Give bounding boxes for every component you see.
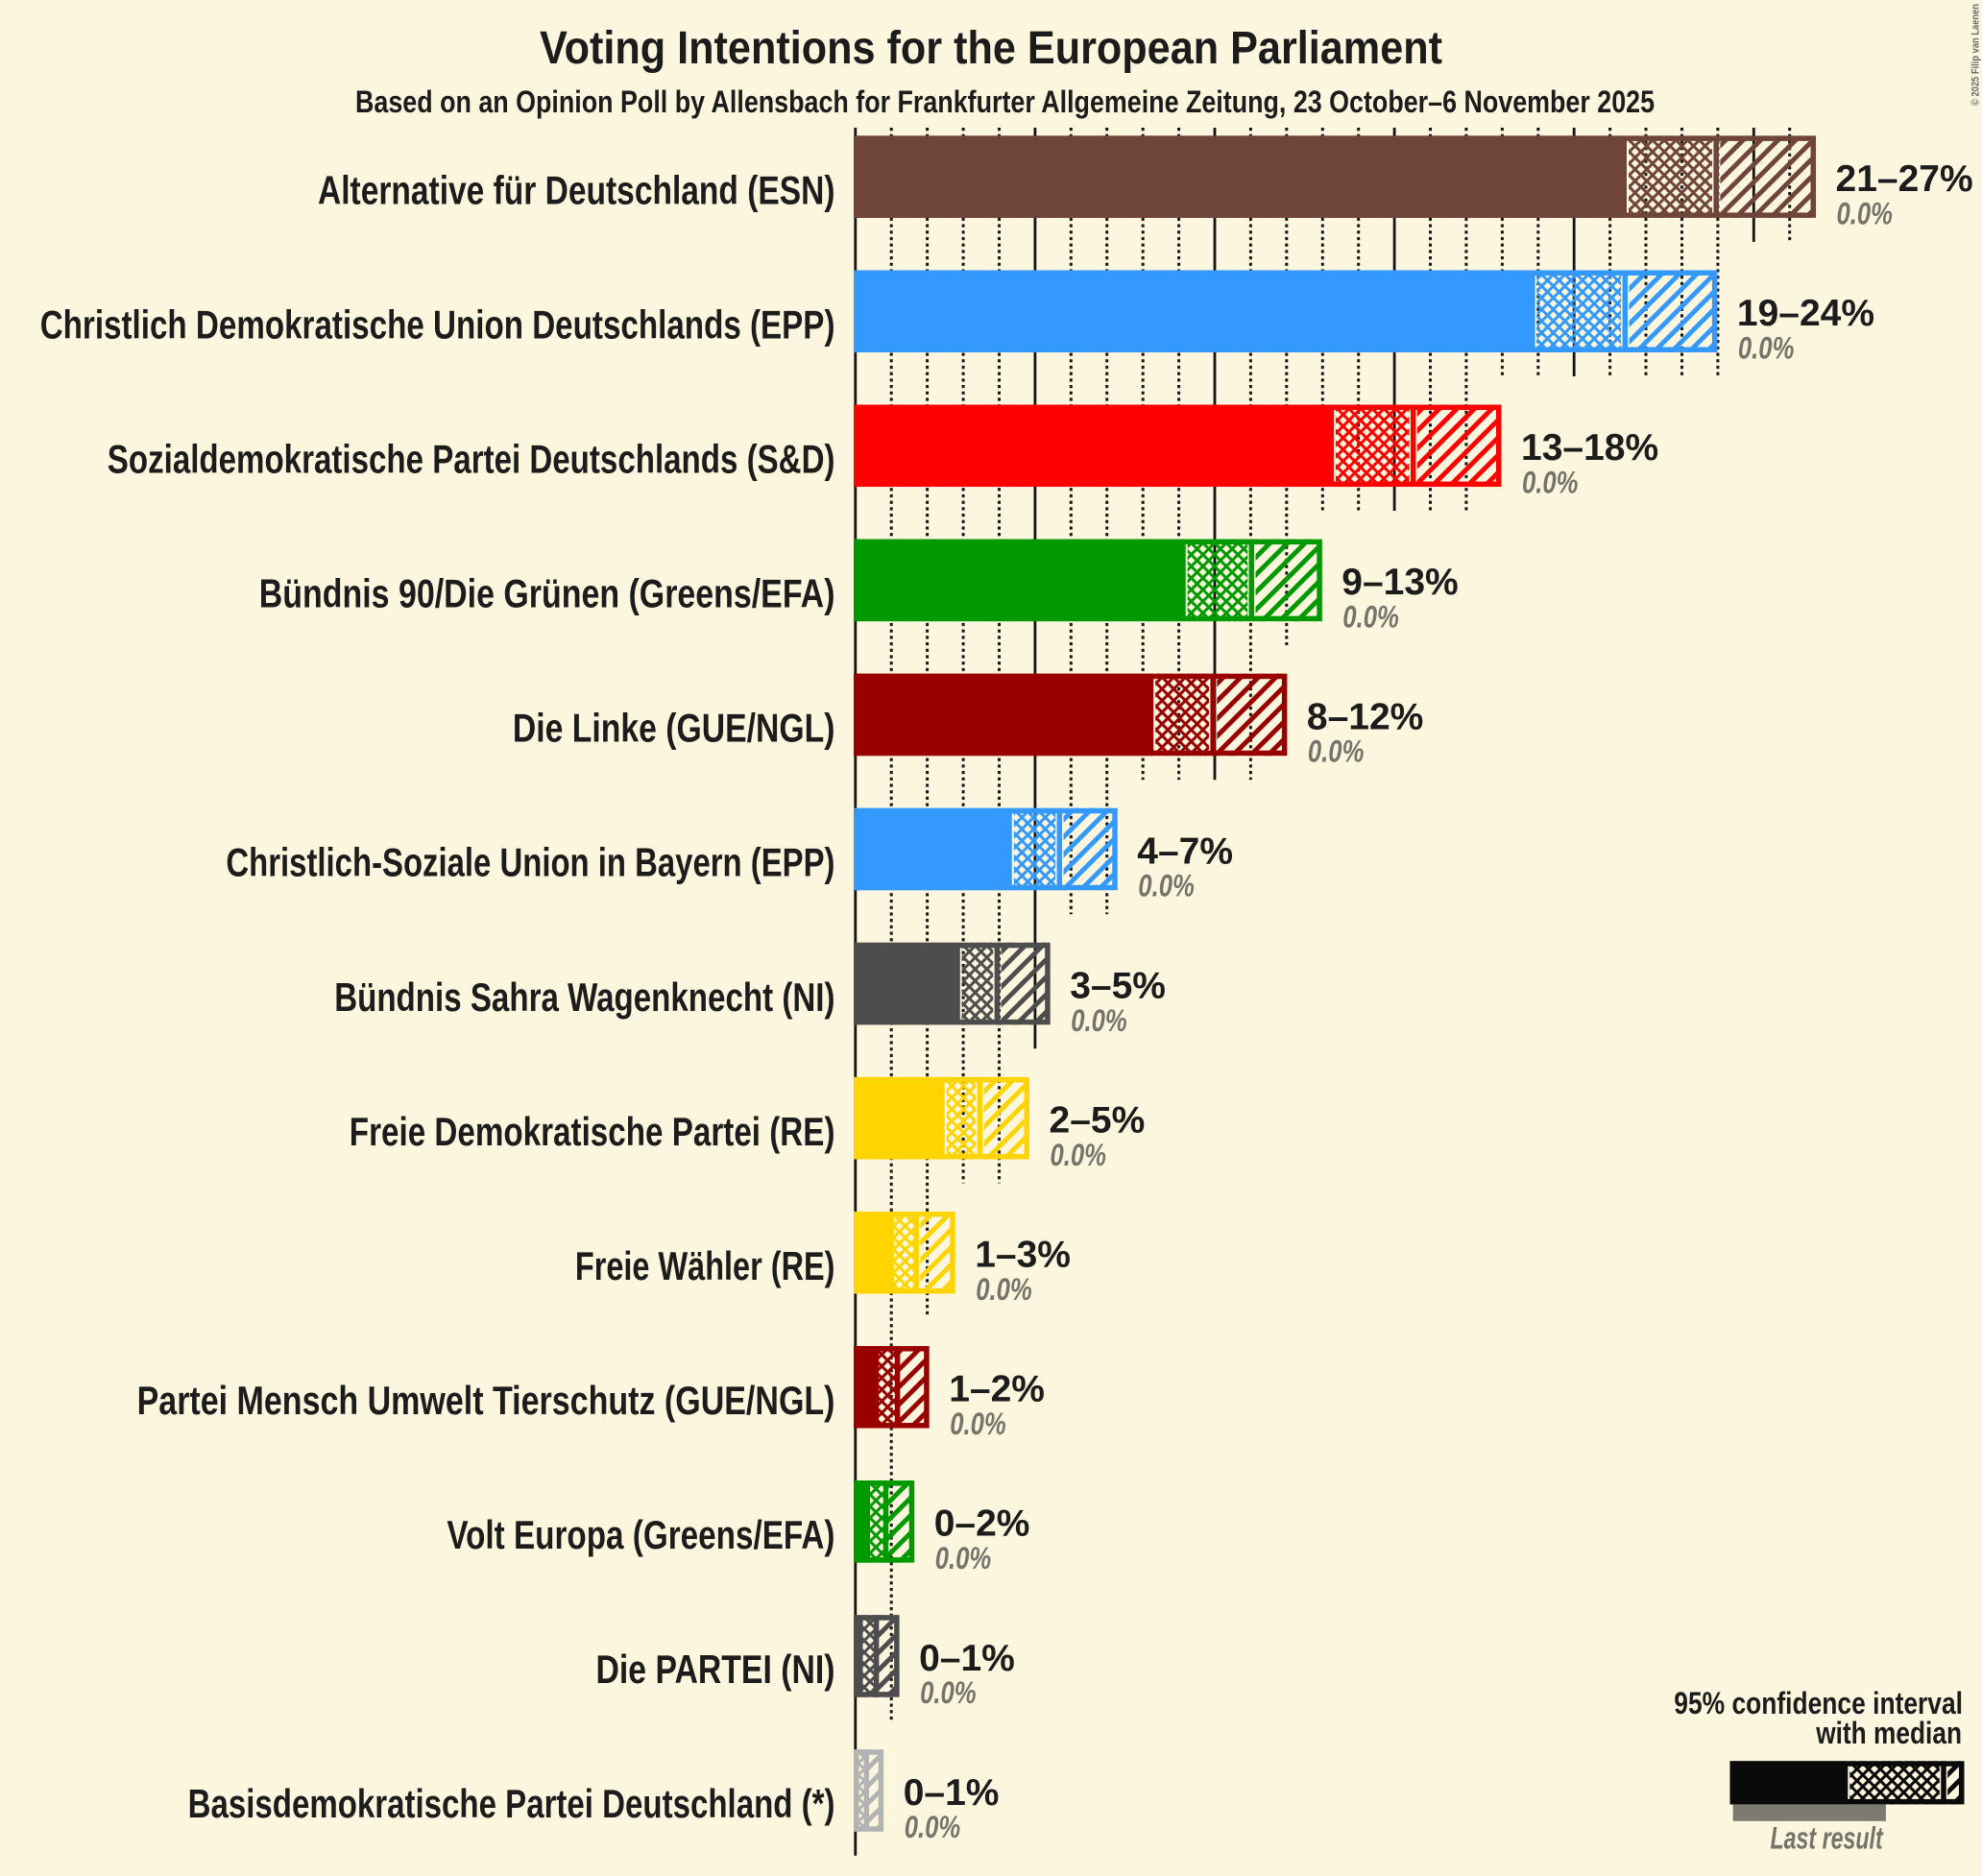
svg-text:0.0%: 0.0% [1071, 1003, 1127, 1038]
svg-text:4–7%: 4–7% [1137, 830, 1233, 872]
svg-text:9–13%: 9–13% [1341, 562, 1458, 603]
svg-text:0–2%: 0–2% [934, 1503, 1030, 1545]
svg-text:0.0%: 0.0% [1308, 734, 1365, 769]
svg-text:0.0%: 0.0% [1522, 466, 1579, 500]
svg-text:0.0%: 0.0% [920, 1675, 977, 1710]
svg-text:with median: with median [1815, 1716, 1962, 1750]
svg-text:Basisdemokratische Partei Deut: Basisdemokratische Partei Deutschland (*… [188, 1781, 835, 1826]
svg-text:© 2025 Filip van Laenen: © 2025 Filip van Laenen [1970, 4, 1982, 106]
svg-text:Christlich Demokratische Union: Christlich Demokratische Union Deutschla… [40, 302, 835, 348]
svg-text:95% confidence interval: 95% confidence interval [1674, 1686, 1963, 1720]
svg-text:0.0%: 0.0% [1837, 196, 1894, 230]
svg-text:1–3%: 1–3% [975, 1235, 1071, 1276]
svg-text:0.0%: 0.0% [1051, 1138, 1107, 1172]
svg-text:0.0%: 0.0% [905, 1810, 961, 1844]
svg-text:Bündnis 90/Die Grünen (Greens/: Bündnis 90/Die Grünen (Greens/EFA) [259, 571, 835, 616]
svg-text:Freie Demokratische Partei (RE: Freie Demokratische Partei (RE) [350, 1109, 835, 1154]
svg-text:0.0%: 0.0% [1738, 331, 1795, 366]
svg-text:Bündnis Sahra Wagenknecht (NI): Bündnis Sahra Wagenknecht (NI) [334, 974, 834, 1020]
svg-text:Die PARTEI (NI): Die PARTEI (NI) [596, 1647, 835, 1692]
svg-text:19–24%: 19–24% [1737, 293, 1874, 334]
svg-text:Die Linke (GUE/NGL): Die Linke (GUE/NGL) [513, 706, 835, 751]
svg-text:Voting Intentions for the Euro: Voting Intentions for the European Parli… [540, 23, 1442, 74]
svg-text:0.0%: 0.0% [1342, 600, 1399, 635]
svg-text:0–1%: 0–1% [919, 1638, 1015, 1679]
svg-text:Last result: Last result [1771, 1820, 1884, 1855]
svg-text:13–18%: 13–18% [1521, 427, 1658, 469]
svg-text:3–5%: 3–5% [1070, 965, 1166, 1006]
svg-text:Partei Mensch Umwelt Tierschut: Partei Mensch Umwelt Tierschutz (GUE/NGL… [137, 1378, 835, 1423]
svg-text:Sozialdemokratische Partei Deu: Sozialdemokratische Partei Deutschlands … [108, 437, 835, 482]
svg-text:0.0%: 0.0% [935, 1541, 991, 1575]
svg-text:0.0%: 0.0% [1138, 869, 1195, 903]
svg-text:0.0%: 0.0% [976, 1272, 1031, 1307]
svg-text:Freie Wähler (RE): Freie Wähler (RE) [575, 1243, 835, 1288]
svg-text:21–27%: 21–27% [1836, 158, 1973, 200]
svg-text:Alternative für Deutschland (E: Alternative für Deutschland (ESN) [318, 167, 835, 212]
svg-text:0.0%: 0.0% [950, 1407, 1005, 1441]
svg-text:1–2%: 1–2% [949, 1369, 1045, 1410]
svg-text:0–1%: 0–1% [904, 1772, 1000, 1814]
svg-text:8–12%: 8–12% [1307, 696, 1423, 737]
svg-text:Volt Europa (Greens/EFA): Volt Europa (Greens/EFA) [447, 1512, 834, 1557]
svg-text:2–5%: 2–5% [1050, 1100, 1146, 1142]
svg-text:Based on an Opinion Poll by Al: Based on an Opinion Poll by Allensbach f… [355, 84, 1655, 119]
svg-text:Christlich-Soziale Union in Ba: Christlich-Soziale Union in Bayern (EPP) [226, 840, 834, 885]
